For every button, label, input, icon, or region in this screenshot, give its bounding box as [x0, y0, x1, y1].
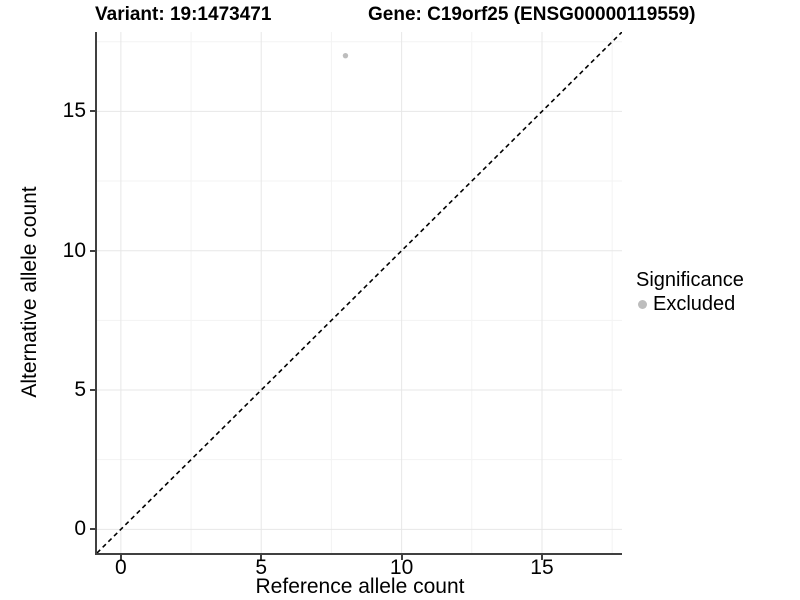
y-axis-title: Alternative allele count [18, 186, 41, 398]
x-axis-line [95, 553, 622, 555]
legend-entry-label: Excluded [653, 293, 736, 315]
y-tick-label: 0 [74, 517, 86, 541]
y-axis-line [95, 32, 97, 555]
y-tick-label: 5 [74, 378, 86, 401]
y-tick-mark [90, 389, 95, 391]
x-tick-mark [400, 555, 403, 560]
x-axis-title: Reference allele count [255, 575, 465, 598]
plot-title-variant: Variant: 19:1473471 [95, 4, 272, 25]
plot-title-gene: Gene: C19orf25 (ENSG00000119559) [368, 4, 696, 25]
x-tick-mark [540, 555, 543, 560]
data-point [342, 52, 349, 59]
identity-line [97, 32, 622, 553]
legend-title: Significance [636, 269, 744, 291]
x-tick-label: 0 [115, 556, 127, 579]
legend-entry-excluded: Excluded [636, 293, 744, 315]
y-tick-label: 10 [62, 238, 86, 262]
legend-key-point-icon [638, 299, 647, 309]
x-tick-label: 15 [530, 556, 554, 579]
x-tick-mark [119, 555, 122, 560]
y-tick-label: 15 [62, 99, 86, 123]
legend: Significance Excluded [636, 268, 744, 315]
x-tick-mark [260, 555, 263, 560]
plot-panel [97, 32, 622, 553]
y-tick-mark [90, 110, 95, 113]
x-tick-label: 5 [255, 556, 268, 579]
y-tick-mark [90, 249, 95, 252]
y-tick-mark [90, 528, 95, 531]
x-tick-label: 10 [389, 556, 414, 579]
